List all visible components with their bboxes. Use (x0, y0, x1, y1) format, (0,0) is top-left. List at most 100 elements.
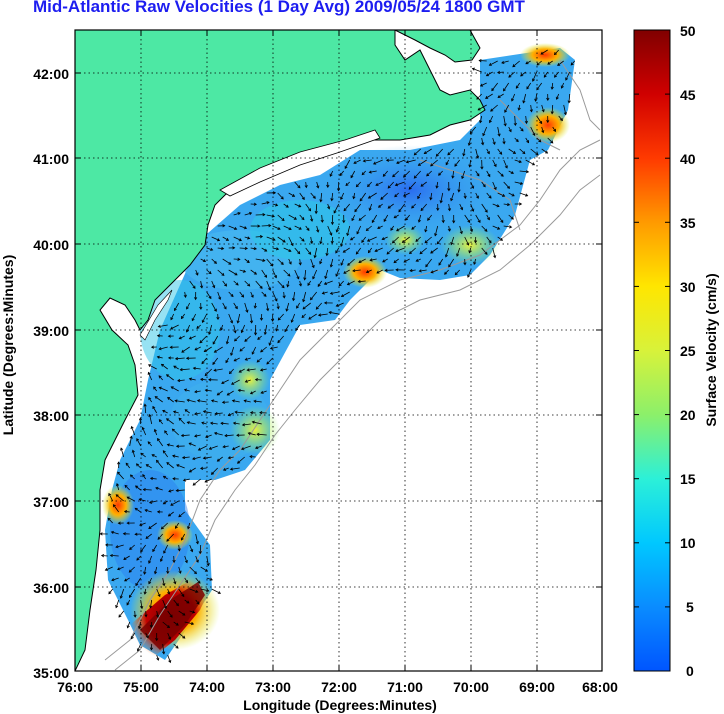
colorbar-label: Surface Velocity (cm/s) (703, 273, 719, 426)
velocity-arrow (526, 82, 532, 90)
velocity-arrow-head (355, 184, 359, 188)
velocity-arrow-head (212, 361, 216, 366)
velocity-arrow-head (436, 241, 440, 245)
velocity-arrow-head (167, 397, 171, 400)
velocity-arrow (108, 493, 114, 502)
velocity-arrow (154, 429, 158, 436)
velocity-arrow (489, 60, 498, 66)
velocity-arrow-head (326, 184, 330, 188)
velocity-arrow-head (150, 345, 154, 349)
velocity-arrow (266, 302, 269, 311)
velocity-arrow-head (120, 447, 124, 451)
velocity-arrow-head (208, 295, 212, 300)
velocity-arrow (266, 236, 276, 241)
velocity-arrow-head (515, 139, 519, 143)
velocity-arrow-head (352, 269, 356, 273)
velocity-arrow-head (540, 51, 544, 55)
velocity-arrow (152, 544, 158, 552)
velocity-arrow-head (194, 347, 198, 351)
velocity-arrow-head (111, 578, 115, 582)
velocity-arrow (314, 247, 318, 258)
velocity-arrow (144, 566, 147, 575)
velocity-arrow-head (272, 237, 276, 241)
velocity-arrow (204, 368, 212, 376)
velocity-arrow-head (272, 191, 277, 195)
velocity-arrow-head (194, 390, 198, 394)
velocity-arrow (380, 192, 388, 200)
velocity-arrow-head (304, 185, 308, 189)
velocity-arrow-head (340, 196, 344, 201)
velocity-arrow (135, 577, 142, 586)
velocity-arrow (479, 60, 487, 62)
velocity-arrow-head (214, 411, 218, 416)
velocity-arrow-head (208, 378, 212, 382)
velocity-arrow-head (302, 306, 306, 310)
velocity-arrow-head (522, 151, 526, 155)
velocity-arrow (287, 280, 290, 287)
velocity-arrow (140, 452, 146, 458)
velocity-arrow (503, 159, 508, 169)
velocity-arrow-head (547, 61, 551, 65)
velocity-arrow-head (156, 355, 160, 359)
colorbar-tick-label: 10 (680, 535, 696, 551)
velocity-arrow-head (148, 500, 153, 504)
velocity-arrow (283, 203, 289, 208)
velocity-arrow (475, 214, 481, 223)
velocity-arrow (310, 258, 315, 268)
velocity-arrow (514, 137, 519, 142)
velocity-arrow-head (430, 270, 434, 274)
velocity-arrow-head (425, 264, 429, 268)
velocity-arrow (238, 389, 245, 392)
velocity-arrow (232, 445, 240, 450)
velocity-arrow (217, 269, 225, 276)
velocity-arrow-head (192, 285, 196, 289)
velocity-arrow-head (224, 433, 228, 438)
velocity-arrow (212, 335, 219, 345)
velocity-arrow (393, 258, 399, 263)
velocity-arrow (394, 192, 399, 197)
velocity-arrow-head (396, 228, 400, 232)
velocity-arrow (186, 302, 191, 310)
velocity-arrow-head (260, 349, 264, 353)
velocity-arrow-head (156, 657, 160, 661)
velocity-arrow-head (259, 368, 264, 372)
velocity-arrow-head (192, 610, 196, 614)
velocity-arrow-head (391, 240, 395, 244)
velocity-arrow (330, 258, 334, 267)
velocity-arrow-head (497, 226, 501, 230)
velocity-arrow-head (395, 268, 399, 272)
velocity-arrow-head (158, 386, 162, 390)
velocity-arrow-head (166, 443, 170, 447)
velocity-arrow-head (143, 571, 147, 575)
velocity-arrow-head (140, 549, 144, 553)
velocity-arrow-head (518, 202, 523, 206)
velocity-arrow-head (459, 230, 463, 235)
velocity-arrow-head (340, 294, 345, 297)
velocity-arrow (205, 434, 212, 438)
velocity-arrow (266, 280, 271, 291)
velocity-arrow-head (447, 188, 451, 192)
velocity-arrow-head (125, 462, 129, 466)
velocity-arrow (336, 225, 340, 233)
velocity-arrow (398, 203, 406, 213)
velocity-arrow (316, 225, 319, 233)
velocity-arrow (199, 335, 207, 344)
velocity-arrow (561, 82, 565, 89)
velocity-arrow-head (190, 549, 194, 553)
velocity-arrow (343, 247, 350, 253)
velocity-arrow-head (161, 651, 166, 655)
velocity-arrow (410, 269, 416, 272)
velocity-arrow-head (350, 175, 354, 179)
land-masses (75, 30, 486, 671)
velocity-arrow-head (201, 319, 205, 323)
velocity-arrow-head (471, 67, 476, 71)
velocity-arrow-head (195, 272, 199, 276)
velocity-arrow (248, 432, 256, 436)
velocity-arrow (497, 71, 504, 73)
velocity-arrow-head (376, 270, 380, 274)
velocity-arrow-head (447, 208, 452, 212)
velocity-arrow-head (387, 205, 391, 209)
velocity-arrow-head (502, 193, 506, 197)
velocity-arrow-head (262, 213, 266, 217)
velocity-arrow-head (105, 543, 109, 547)
